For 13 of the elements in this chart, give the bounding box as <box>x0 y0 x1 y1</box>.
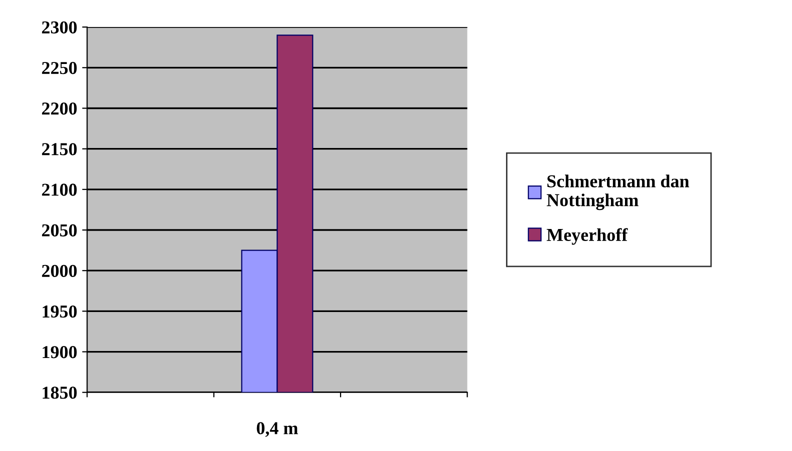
y-tick-label: 2200 <box>42 102 77 115</box>
y-tick-label: 2300 <box>42 21 77 34</box>
y-tick-label: 2050 <box>42 224 77 236</box>
y-tick-label: 1900 <box>42 346 77 358</box>
x-tick-label: 0,4 m <box>256 422 298 437</box>
y-tick-label: 2150 <box>42 143 77 156</box>
y-tick-label: 1950 <box>42 305 77 318</box>
y-tick-label: 2100 <box>42 184 77 196</box>
y-tick-label: 2000 <box>42 264 77 278</box>
y-tick-label: 2250 <box>42 62 77 74</box>
legend-label: Meyerhoff <box>546 228 628 245</box>
y-tick-label: 1850 <box>42 386 77 399</box>
legend-label: Schmertmann dan Nottingham <box>546 174 690 210</box>
